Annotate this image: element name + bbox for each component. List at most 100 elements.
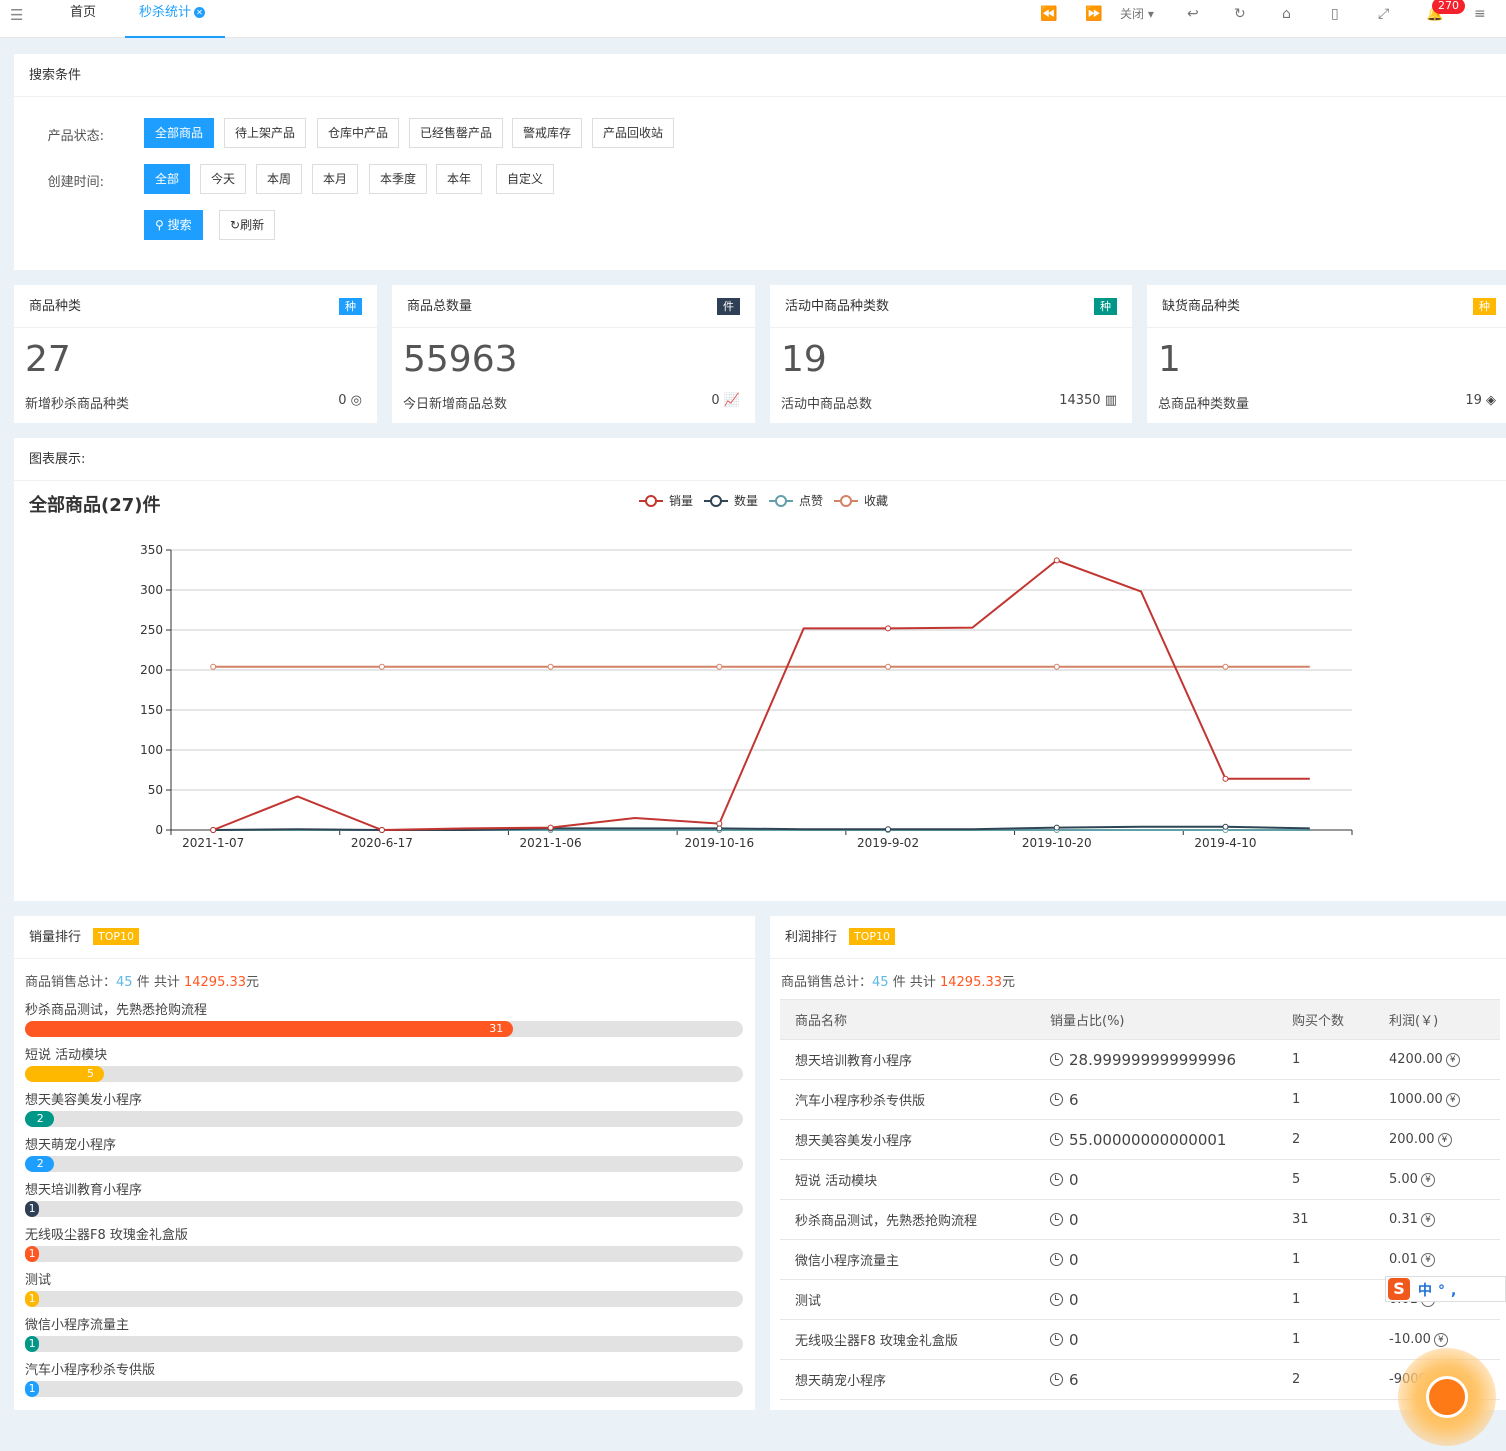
profit-rank-title: 利润排行: [785, 930, 838, 945]
stat-sub-label: 今日新增商品总数: [403, 397, 508, 412]
cell-product-name: 想天培训教育小程序: [780, 1039, 1035, 1080]
y-tick-label: 150: [140, 703, 163, 717]
time-option-week[interactable]: 本周: [256, 164, 303, 194]
stat-value: 19: [781, 339, 827, 380]
rank-progress-fill: 1: [25, 1246, 40, 1262]
back-icon[interactable]: ↩: [1187, 6, 1199, 22]
refresh-button[interactable]: ↻刷新: [219, 210, 276, 240]
profit-value: 200.00: [1389, 1132, 1435, 1147]
stat-sub-label: 活动中商品总数: [781, 397, 873, 412]
y-tick-label: 350: [140, 543, 163, 557]
stat-sub-value: 0 ◎: [338, 393, 362, 408]
status-filter-row: 产品状态: 全部商品 待上架产品 仓库中产品 已经售罄产品 警戒库存 产品回收站: [39, 118, 739, 148]
profit-value: 0.01: [1389, 1252, 1418, 1267]
scroll-left-icon[interactable]: ⏪: [1040, 6, 1058, 22]
rank-item-name: 测试: [25, 1273, 52, 1288]
time-label: 创建时间:: [47, 175, 104, 190]
rank-item: 想天培训教育小程序 1: [25, 1179, 743, 1217]
legend-label: 点赞: [799, 494, 823, 508]
status-label: 产品状态:: [47, 129, 104, 144]
cell-sales-ratio: 28.999999999999996: [1035, 1039, 1277, 1080]
time-option-custom[interactable]: 自定义: [496, 164, 555, 194]
sales-ratio-value: 0: [1069, 1210, 1079, 1229]
more-menu-icon[interactable]: ≡: [1474, 6, 1486, 22]
cell-sales-ratio: 55.00000000000001: [1035, 1119, 1277, 1160]
stat-card-out-of-stock: 缺货商品种类 种 1 总商品种类数量 19 ◈: [1147, 285, 1506, 423]
tab-flash-sale-stats[interactable]: 秒杀统计 ✕: [125, 0, 225, 38]
time-option-today[interactable]: 今天: [200, 164, 247, 194]
data-point: [1222, 823, 1229, 830]
sogou-logo-icon: S: [1388, 1278, 1410, 1300]
status-option-all[interactable]: 全部商品: [144, 118, 215, 148]
status-option-recycle[interactable]: 产品回收站: [592, 118, 675, 148]
stat-value: 55963: [403, 339, 518, 380]
data-point: [716, 825, 723, 832]
clock-icon: [1050, 1332, 1063, 1346]
rank-item-name: 秒杀商品测试，先熟悉抢购流程: [25, 1003, 208, 1018]
profit-value: 4200.00: [1389, 1052, 1443, 1067]
action-row: ⚲ 搜索 ↻刷新: [39, 210, 339, 240]
tab-close-icon[interactable]: ✕: [194, 7, 206, 18]
rank-item-name: 想天培训教育小程序: [25, 1183, 143, 1198]
table-row: 汽车小程序秒杀专供版 6 1 1000.00 ¥: [780, 1079, 1500, 1120]
stat-card-total-quantity: 商品总数量 件 55963 今日新增商品总数 0 📈: [392, 285, 755, 423]
cell-quantity: 1: [1277, 1039, 1374, 1080]
cell-profit: 1000.00 ¥: [1374, 1079, 1500, 1120]
rank-progress-bar: 1: [25, 1381, 743, 1397]
search-panel: 搜索条件 产品状态: 全部商品 待上架产品 仓库中产品 已经售罄产品 警戒库存 …: [14, 54, 1506, 270]
data-point: [1222, 775, 1229, 782]
data-point: [547, 663, 554, 670]
mobile-icon[interactable]: ▯: [1331, 6, 1339, 22]
summary-mid: 件 共计: [892, 975, 936, 990]
fullscreen-icon[interactable]: ⤢: [1378, 6, 1390, 22]
legend-label: 销量: [669, 494, 693, 508]
cell-product-name: 想天萌宠小程序: [780, 1359, 1035, 1400]
rank-item: 无线吸尘器F8 玫瑰金礼盒版 1: [25, 1224, 743, 1262]
cell-quantity: 1: [1277, 1079, 1374, 1120]
search-button[interactable]: ⚲ 搜索: [144, 210, 203, 240]
status-option-warning[interactable]: 警戒库存: [512, 118, 583, 148]
status-option-warehouse[interactable]: 仓库中产品: [317, 118, 400, 148]
time-option-quarter[interactable]: 本季度: [369, 164, 428, 194]
top10-tag: TOP10: [93, 928, 140, 945]
cell-quantity: 31: [1277, 1199, 1374, 1240]
tab-home[interactable]: 首页: [70, 5, 97, 20]
x-tick-label: 2021-1-07: [182, 836, 244, 850]
time-option-month[interactable]: 本月: [312, 164, 359, 194]
summary-count: 45: [116, 975, 133, 990]
sales-ratio-value: 0: [1069, 1250, 1079, 1269]
table-row: 想天培训教育小程序 28.999999999999996 1 4200.00 ¥: [780, 1039, 1500, 1080]
data-point: [378, 663, 385, 670]
status-option-soldout[interactable]: 已经售罄产品: [409, 118, 504, 148]
data-point: [716, 663, 723, 670]
chart-panel-title: 图表展示:: [14, 438, 1506, 481]
cell-quantity: 1: [1277, 1319, 1374, 1360]
legend-marker: [775, 495, 787, 507]
rank-item: 想天萌宠小程序 2: [25, 1134, 743, 1172]
menu-toggle-icon[interactable]: ☰: [10, 6, 24, 24]
legend-marker: [840, 495, 852, 507]
stat-title: 缺货商品种类: [1147, 285, 1506, 328]
rank-item: 秒杀商品测试，先熟悉抢购流程 31: [25, 999, 743, 1037]
ime-toolbar[interactable]: S 中°,: [1385, 1276, 1506, 1302]
rank-item-name: 微信小程序流量主: [25, 1318, 130, 1333]
time-filter-row: 创建时间: 全部 今天 本周 本月 本季度 本年 自定义: [39, 164, 639, 194]
close-dropdown[interactable]: 关闭 ▾: [1120, 7, 1154, 21]
refresh-icon[interactable]: ↻: [1234, 6, 1246, 22]
search-panel-title: 搜索条件: [14, 54, 1506, 97]
rank-progress-fill: 1: [25, 1201, 40, 1217]
scroll-right-icon[interactable]: ⏩: [1085, 6, 1103, 22]
time-option-year[interactable]: 本年: [436, 164, 483, 194]
yen-icon: ¥: [1420, 1173, 1435, 1187]
sales-summary: 商品销售总计：45 件 共计 14295.33元: [25, 971, 259, 990]
time-option-all[interactable]: 全部: [144, 164, 191, 194]
clock-icon: [1050, 1092, 1063, 1106]
theme-icon[interactable]: ⌂: [1282, 6, 1291, 22]
rank-progress-bar: 1: [25, 1291, 743, 1307]
customer-service-button[interactable]: [1398, 1348, 1496, 1446]
table-header-row: 商品名称 销量占比(%) 购买个数 利润(￥): [780, 999, 1500, 1040]
rank-item: 汽车小程序秒杀专供版 1: [25, 1359, 743, 1397]
status-option-pending[interactable]: 待上架产品: [224, 118, 307, 148]
y-tick-label: 50: [148, 783, 163, 797]
